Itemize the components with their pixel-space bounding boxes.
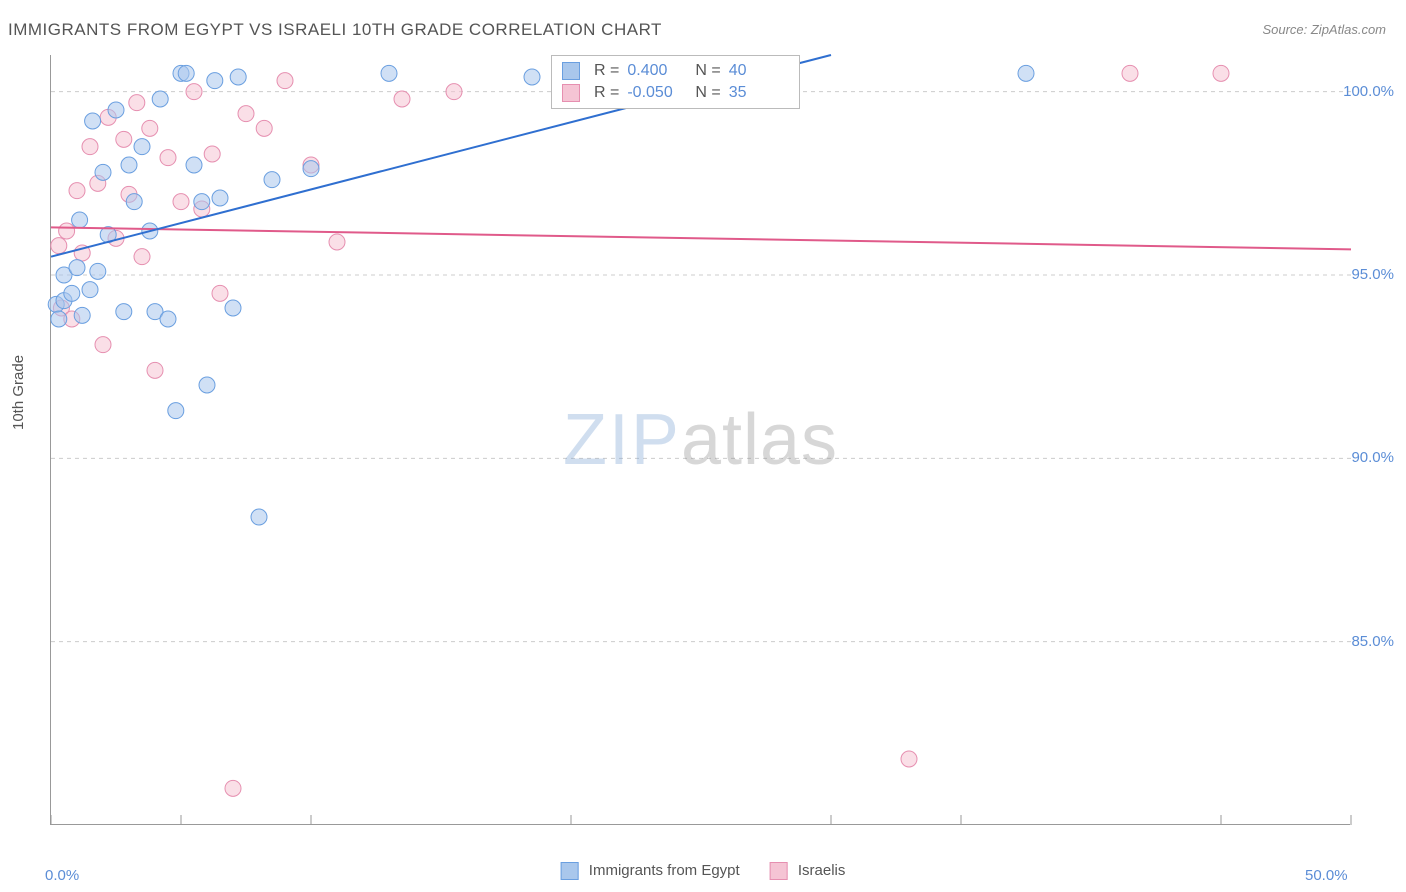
legend-label-a: Immigrants from Egypt	[589, 862, 740, 879]
swatch-b-icon	[770, 862, 788, 880]
r-label-b: R =	[594, 84, 619, 102]
legend-row-series-a: R = 0.400 N = 40	[562, 60, 789, 82]
legend-row-series-b: R = -0.050 N = 35	[562, 82, 789, 104]
r-value-b: -0.050	[627, 84, 687, 102]
y-axis-label: 10th Grade	[10, 355, 27, 430]
legend-label-b: Israelis	[798, 862, 846, 879]
r-value-a: 0.400	[627, 62, 687, 80]
y-tick-90: 90.0%	[1351, 449, 1394, 466]
plot-area: ZIPatlas R = 0.400 N = 40 R = -0.050 N =…	[50, 55, 1350, 825]
legend-item-a: Immigrants from Egypt	[561, 862, 740, 880]
x-tick-50: 50.0%	[1305, 867, 1348, 884]
swatch-series-a	[562, 62, 580, 80]
bottom-legend: Immigrants from Egypt Israelis	[561, 862, 846, 880]
correlation-legend: R = 0.400 N = 40 R = -0.050 N = 35	[551, 55, 800, 109]
chart-title: IMMIGRANTS FROM EGYPT VS ISRAELI 10TH GR…	[8, 20, 662, 40]
n-value-b: 35	[729, 84, 789, 102]
x-tick-0: 0.0%	[45, 867, 79, 884]
legend-item-b: Israelis	[770, 862, 846, 880]
source-attribution: Source: ZipAtlas.com	[1262, 22, 1386, 37]
y-tick-100: 100.0%	[1343, 83, 1394, 100]
n-label-b: N =	[695, 84, 720, 102]
r-label-a: R =	[594, 62, 619, 80]
swatch-series-b	[562, 84, 580, 102]
n-value-a: 40	[729, 62, 789, 80]
scatter-chart	[51, 55, 1351, 825]
y-tick-85: 85.0%	[1351, 633, 1394, 650]
y-tick-95: 95.0%	[1351, 266, 1394, 283]
n-label-a: N =	[695, 62, 720, 80]
swatch-a-icon	[561, 862, 579, 880]
